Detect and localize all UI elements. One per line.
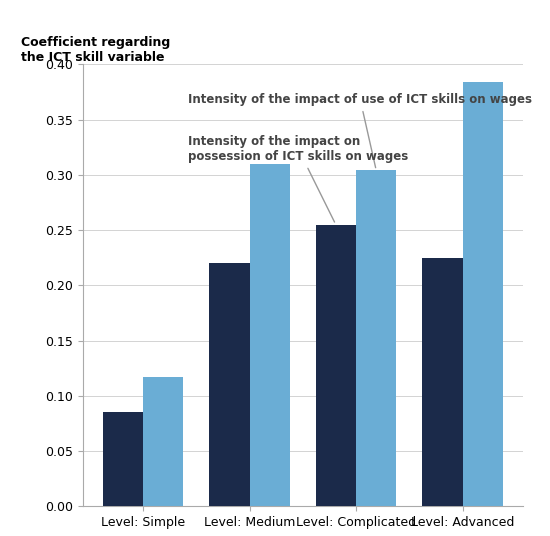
Text: Coefficient regarding
the ICT skill variable: Coefficient regarding the ICT skill vari… (21, 36, 170, 64)
Bar (463, 82, 503, 507)
Text: Intensity of the impact on
possession of ICT skills on wages: Intensity of the impact on possession of… (188, 135, 409, 222)
Bar (422, 258, 463, 507)
Bar (143, 377, 184, 507)
Bar (209, 263, 250, 507)
Bar (102, 412, 143, 507)
Text: Intensity of the impact of use of ICT skills on wages: Intensity of the impact of use of ICT sk… (188, 93, 532, 168)
Bar (316, 225, 356, 507)
Bar (250, 164, 290, 507)
Bar (356, 170, 397, 507)
